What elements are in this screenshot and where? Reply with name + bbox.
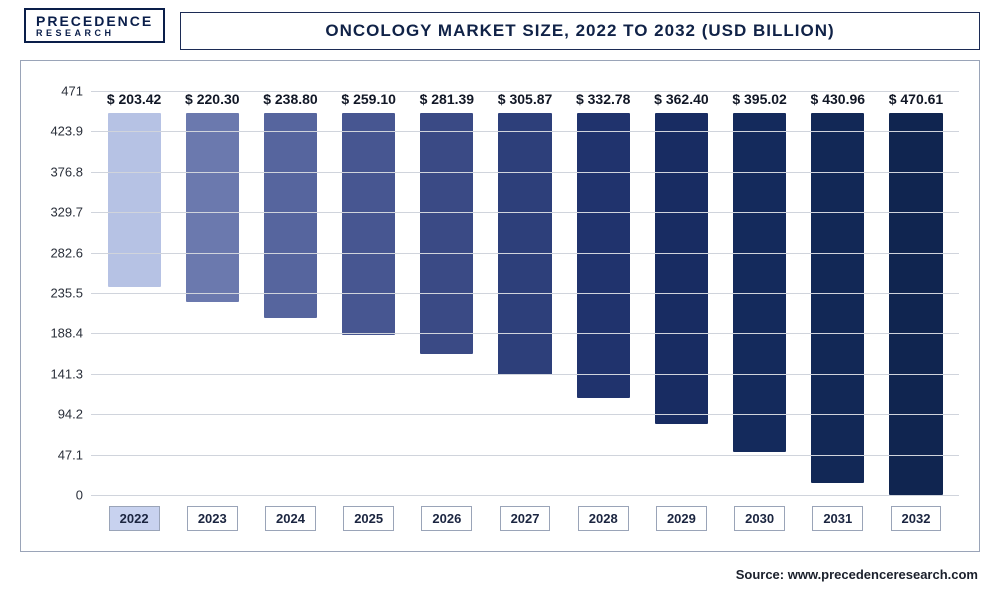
x-tick: 2032 — [877, 499, 955, 537]
x-tick-label: 2022 — [109, 506, 160, 531]
brand-logo: PRECEDENCE RESEARCH — [24, 8, 165, 43]
y-tick-label: 141.3 — [33, 366, 83, 381]
chart-title-bar: ONCOLOGY MARKET SIZE, 2022 TO 2032 (USD … — [180, 12, 980, 50]
x-tick-label: 2032 — [891, 506, 942, 531]
x-tick-label: 2027 — [500, 506, 551, 531]
grid-line — [91, 172, 959, 173]
bar-rect — [811, 113, 864, 483]
source-text: Source: www.precedenceresearch.com — [736, 567, 978, 582]
y-tick-label: 423.9 — [33, 124, 83, 139]
y-tick-label: 329.7 — [33, 205, 83, 220]
x-tick-label: 2024 — [265, 506, 316, 531]
bar-value-label: $ 362.40 — [654, 91, 709, 107]
bar-rect — [577, 113, 630, 398]
grid-line — [91, 455, 959, 456]
x-tick-label: 2025 — [343, 506, 394, 531]
bar-rect — [264, 113, 317, 318]
bar-value-label: $ 220.30 — [185, 91, 240, 107]
bar-value-label: $ 281.39 — [420, 91, 475, 107]
x-tick-label: 2030 — [734, 506, 785, 531]
x-tick: 2023 — [173, 499, 251, 537]
bar-value-label: $ 395.02 — [732, 91, 787, 107]
y-tick-label: 235.5 — [33, 286, 83, 301]
grid-line — [91, 253, 959, 254]
bar-value-label: $ 203.42 — [107, 91, 162, 107]
x-tick-label: 2023 — [187, 506, 238, 531]
x-tick: 2025 — [330, 499, 408, 537]
y-tick-label: 376.8 — [33, 164, 83, 179]
grid-line — [91, 212, 959, 213]
bar-rect — [420, 113, 473, 354]
grid-line — [91, 495, 959, 496]
x-tick-label: 2026 — [421, 506, 472, 531]
grid-line — [91, 131, 959, 132]
x-tick: 2029 — [642, 499, 720, 537]
bar-value-label: $ 238.80 — [263, 91, 318, 107]
bar-rect — [498, 113, 551, 375]
bar-value-label: $ 430.96 — [811, 91, 866, 107]
chart-title: ONCOLOGY MARKET SIZE, 2022 TO 2032 (USD … — [325, 21, 834, 41]
x-tick-label: 2031 — [812, 506, 863, 531]
grid-line — [91, 293, 959, 294]
x-tick: 2031 — [799, 499, 877, 537]
bar-rect — [655, 113, 708, 424]
bar-rect — [108, 113, 161, 287]
bar-rect — [342, 113, 395, 335]
y-tick-label: 94.2 — [33, 407, 83, 422]
bar-value-label: $ 259.10 — [341, 91, 396, 107]
x-tick: 2030 — [721, 499, 799, 537]
x-axis: 2022 2023 2024 2025 2026 2027 2028 2029 2030 2031… — [91, 499, 959, 537]
bar-value-label: $ 305.87 — [498, 91, 553, 107]
x-tick: 2028 — [564, 499, 642, 537]
bar-rect — [889, 113, 942, 495]
bar-rect — [186, 113, 239, 302]
plot-area: $ 203.42 $ 220.30 $ 238.80 $ 259.10 $ 281.39… — [91, 91, 959, 495]
chart-panel: $ 203.42 $ 220.30 $ 238.80 $ 259.10 $ 281.39… — [20, 60, 980, 552]
bar-value-label: $ 470.61 — [889, 91, 944, 107]
grid-line — [91, 374, 959, 375]
grid-line — [91, 333, 959, 334]
y-tick-label: 188.4 — [33, 326, 83, 341]
brand-line2: RESEARCH — [36, 29, 153, 39]
x-tick-label: 2029 — [656, 506, 707, 531]
y-tick-label: 282.6 — [33, 245, 83, 260]
x-tick: 2027 — [486, 499, 564, 537]
y-tick-label: 471 — [33, 84, 83, 99]
grid-line — [91, 414, 959, 415]
grid-line — [91, 91, 959, 92]
bar-value-label: $ 332.78 — [576, 91, 631, 107]
x-tick-label: 2028 — [578, 506, 629, 531]
x-tick: 2024 — [251, 499, 329, 537]
x-tick: 2022 — [95, 499, 173, 537]
x-tick: 2026 — [408, 499, 486, 537]
brand-line1: PRECEDENCE — [36, 14, 153, 29]
bar-rect — [733, 113, 786, 452]
y-tick-label: 47.1 — [33, 447, 83, 462]
y-tick-label: 0 — [33, 488, 83, 503]
